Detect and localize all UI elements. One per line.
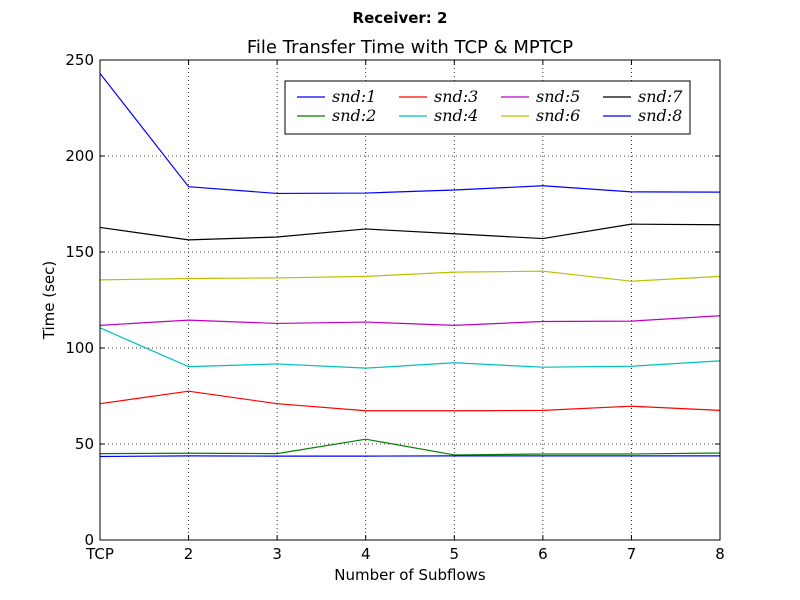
y-axis-label: Time (sec) (40, 261, 58, 340)
series-line-snd4 (99, 327, 721, 369)
series-lines (99, 73, 721, 458)
y-tick-label: 0 (84, 531, 94, 549)
y-tick-label: 250 (65, 51, 94, 69)
axis-ticks: TCP 2 3 4 5 6 7 8 0 50 100 150 200 250 (65, 51, 724, 563)
chart-title: File Transfer Time with TCP & MPTCP (247, 37, 573, 58)
legend-label: snd:5 (536, 87, 580, 106)
legend-label: snd:7 (638, 87, 683, 106)
series-line-snd6 (99, 270, 721, 282)
x-tick-label: 3 (272, 545, 282, 563)
x-tick-label: 8 (715, 545, 725, 563)
grid (100, 60, 720, 540)
x-tick-label: 7 (627, 545, 637, 563)
series-line-snd1 (99, 73, 721, 195)
legend-label: snd:1 (332, 87, 376, 106)
plot-area-frame (99, 59, 721, 541)
y-tick-label: 200 (65, 147, 94, 165)
legend-label: snd:6 (536, 106, 580, 125)
legend-box (284, 80, 691, 135)
x-tick-label: 4 (361, 545, 371, 563)
legend-label: snd:2 (332, 106, 376, 125)
series-line-snd8 (99, 455, 720, 458)
series-line-snd5 (99, 315, 721, 326)
legend-label: snd:8 (638, 106, 682, 125)
chart-suptitle: Receiver: 2 (353, 9, 448, 27)
y-tick-label: 50 (75, 435, 94, 453)
series-line-snd7 (99, 223, 721, 241)
legend-label: snd:3 (434, 87, 478, 106)
legend-label: snd:4 (434, 106, 478, 125)
x-tick-label: 6 (538, 545, 548, 563)
x-tick-label: 2 (184, 545, 194, 563)
x-tick-label: 5 (450, 545, 460, 563)
y-tick-label: 150 (65, 243, 94, 261)
series-line-snd3 (99, 390, 721, 412)
series-line-snd2 (99, 438, 721, 456)
x-axis-label: Number of Subflows (334, 566, 486, 584)
x-tick-label: TCP (85, 545, 114, 563)
y-tick-label: 100 (65, 339, 94, 357)
